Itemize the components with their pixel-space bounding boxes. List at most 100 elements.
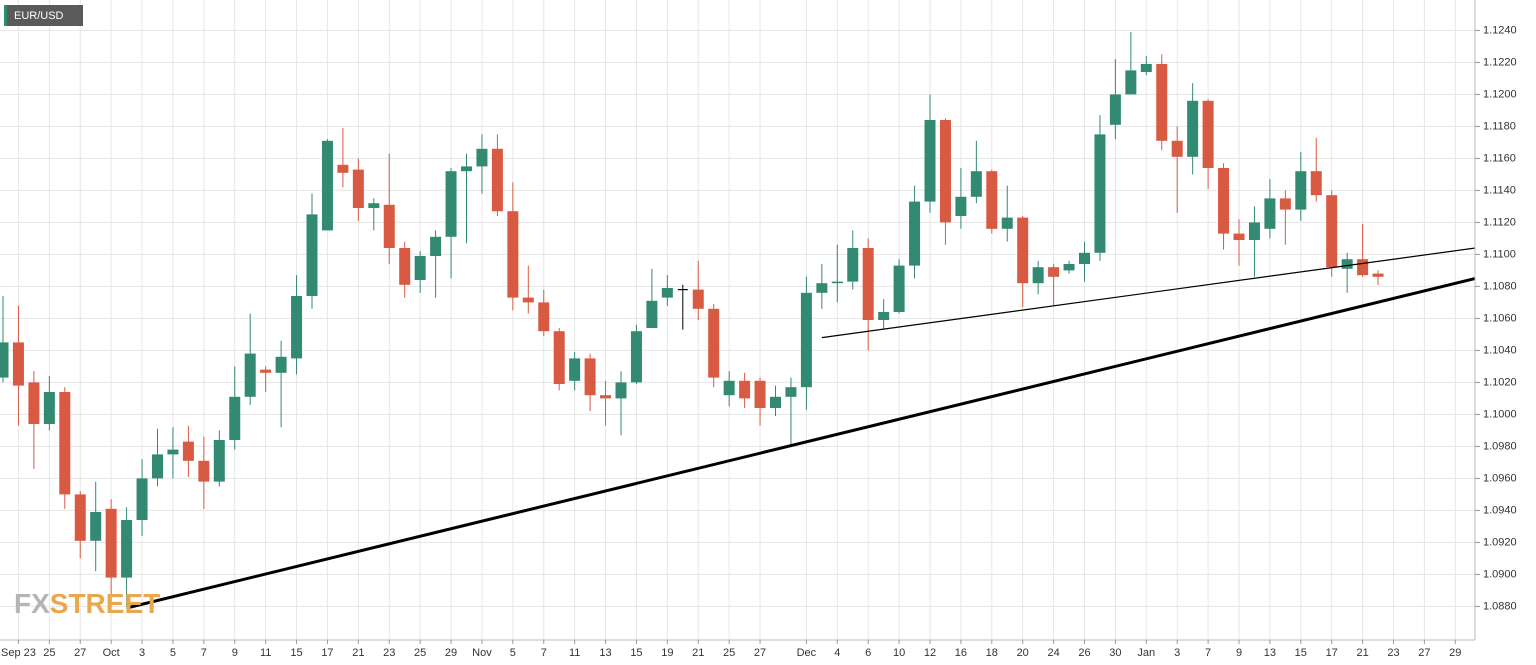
candle-body (831, 281, 843, 284)
candle-body (970, 171, 982, 197)
candle-body (1109, 94, 1121, 125)
candle-body (1094, 134, 1106, 253)
candle-body (1171, 140, 1183, 157)
candle-body (1079, 252, 1090, 264)
x-tick-label: 3 (1174, 647, 1180, 659)
candle-body (600, 395, 612, 399)
x-tick-label: 11 (569, 647, 580, 659)
candle-body (723, 380, 735, 396)
candle-body (445, 171, 457, 237)
candle-body (924, 120, 936, 202)
candle-body (229, 396, 241, 440)
candle-body (708, 308, 720, 378)
x-tick-label: Sep 23 (1, 647, 36, 659)
y-tick-label: 1.1180 (1483, 120, 1516, 132)
x-tick-label: 30 (1109, 647, 1121, 659)
y-tick-label: 1.1220 (1483, 56, 1517, 68)
x-tick-label: 21 (1356, 647, 1368, 659)
candle-body (569, 358, 581, 381)
candle-body (1248, 222, 1260, 240)
x-tick-label: 26 (1078, 647, 1090, 659)
y-tick-label: 1.0940 (1483, 504, 1517, 516)
y-tick-label: 1.1040 (1483, 344, 1517, 356)
x-tick-label: 5 (510, 647, 516, 659)
y-tick-label: 1.1240 (1483, 24, 1517, 36)
candle-body (1001, 217, 1013, 229)
candle-body (1140, 64, 1152, 72)
y-tick-label: 1.1100 (1483, 248, 1516, 260)
x-tick-label: 11 (260, 647, 271, 659)
x-tick-label: 4 (834, 647, 840, 659)
candle-body (198, 460, 210, 482)
x-tick-label: 13 (599, 647, 611, 659)
candle-body (986, 171, 998, 229)
x-tick-label: 17 (321, 647, 333, 659)
x-tick-label: 5 (170, 647, 176, 659)
candle-body (754, 380, 766, 408)
candle-body (739, 380, 751, 399)
candle-body (1202, 100, 1214, 168)
candle-body (770, 396, 781, 408)
x-tick-label: Dec (797, 647, 817, 659)
candle-body (383, 204, 395, 248)
y-tick-label: 1.1200 (1483, 88, 1517, 100)
x-tick-label: 7 (201, 647, 207, 659)
candle-body (1264, 198, 1276, 229)
candle-body (800, 292, 812, 388)
x-tick-label: 23 (1387, 647, 1399, 659)
x-tick-label: 15 (630, 647, 642, 659)
candle-body (522, 297, 534, 303)
candle-body (213, 440, 225, 482)
x-tick-label: 29 (1449, 647, 1461, 659)
candle-body (630, 331, 642, 383)
candle-body (28, 382, 40, 424)
x-tick-label: 7 (1205, 647, 1211, 659)
x-tick-label: 17 (1326, 647, 1338, 659)
candle-body (275, 356, 287, 373)
candle-body (244, 353, 256, 397)
candle-body (136, 478, 148, 520)
y-tick-label: 1.0880 (1483, 600, 1517, 612)
candle-body (615, 382, 627, 399)
trendline (821, 247, 1476, 339)
candle-body (1279, 198, 1291, 210)
candle-body (321, 140, 333, 231)
candle-body (0, 342, 9, 378)
candle-body (491, 148, 503, 212)
x-tick-label: 27 (74, 647, 86, 659)
y-tick-label: 1.0900 (1483, 568, 1517, 580)
x-tick-label: 18 (986, 647, 998, 659)
candle-body (152, 454, 163, 479)
plot-area (0, 0, 1475, 640)
candle-body (476, 148, 488, 167)
candle-body (1063, 264, 1075, 271)
trendline (126, 276, 1476, 610)
x-tick-label: 3 (139, 647, 145, 659)
x-tick-label: 9 (1236, 647, 1242, 659)
candle-body (939, 120, 951, 223)
candle-body (1357, 259, 1369, 276)
candle-body (816, 283, 828, 293)
x-tick-label: 12 (924, 647, 936, 659)
candle-body (337, 164, 349, 173)
candle-body (291, 296, 303, 359)
candle-body (121, 520, 133, 578)
candle-body (584, 358, 596, 396)
x-tick-label: 27 (754, 647, 766, 659)
x-tick-label: 7 (541, 647, 547, 659)
candle-body (260, 369, 272, 373)
x-tick-label: 25 (723, 647, 735, 659)
candle-body (414, 256, 426, 280)
candle-body (461, 166, 472, 172)
candle-body (553, 331, 565, 384)
candle-body (352, 169, 364, 208)
candle-body (12, 342, 24, 386)
candle-body (43, 392, 55, 424)
candle-body (182, 441, 194, 461)
x-tick-label: 24 (1047, 647, 1059, 659)
x-tick-label: 23 (383, 647, 395, 659)
candle-body (909, 201, 921, 266)
title-accent (4, 5, 7, 26)
watermark-street: STREET (50, 588, 160, 619)
